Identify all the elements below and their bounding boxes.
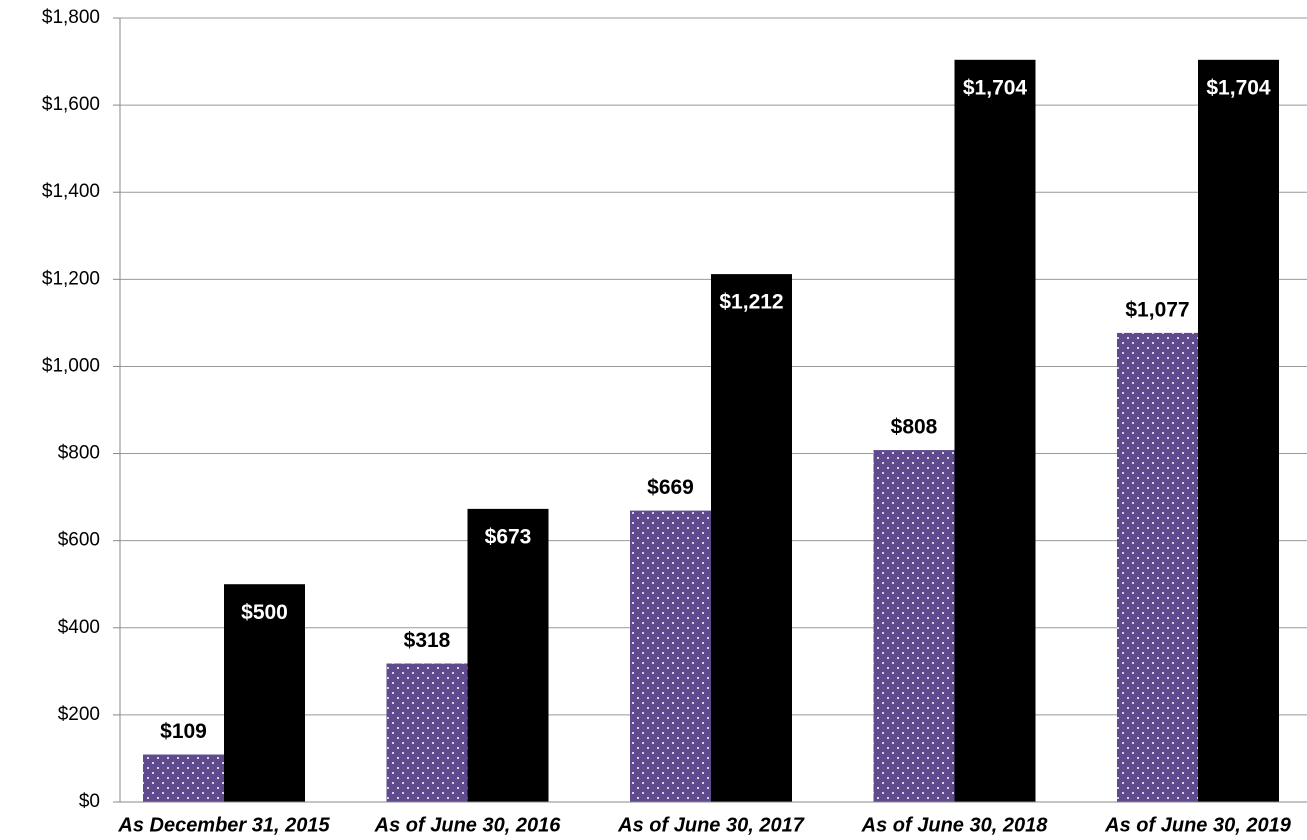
y-tick-label: $1,600 <box>42 94 100 115</box>
value-label: $669 <box>647 476 694 499</box>
bar-pattern <box>386 663 468 802</box>
y-tick-label: $200 <box>58 704 100 725</box>
y-tick-label: $1,400 <box>42 181 100 202</box>
x-tick-label: As December 31, 2015 <box>117 814 330 836</box>
y-tick-label: $800 <box>58 443 100 464</box>
bar-pattern <box>630 510 711 802</box>
x-tick-label: As of June 30, 2018 <box>861 814 1049 836</box>
value-label: $1,704 <box>1206 76 1271 99</box>
y-tick-label: $0 <box>79 791 100 812</box>
bar-pattern <box>1117 332 1198 802</box>
y-tick-label: $1,200 <box>42 268 100 289</box>
bar <box>224 584 305 802</box>
y-tick-label: $600 <box>58 530 100 551</box>
x-tick-label: As of June 30, 2019 <box>1104 814 1292 836</box>
bar <box>467 508 549 802</box>
value-label: $808 <box>891 416 938 439</box>
value-label: $1,077 <box>1125 298 1189 321</box>
value-label: $1,212 <box>719 291 783 314</box>
value-label: $109 <box>160 720 207 743</box>
x-tick-label: As of June 30, 2017 <box>617 814 805 836</box>
value-label: $318 <box>404 629 451 652</box>
value-label: $673 <box>485 525 532 548</box>
bar <box>954 59 1036 802</box>
y-tick-label: $1,000 <box>42 355 100 376</box>
value-label: $500 <box>241 601 288 624</box>
bar-pattern <box>873 450 955 802</box>
bar <box>1198 59 1279 802</box>
bar-pattern <box>143 754 224 802</box>
value-label: $1,704 <box>963 76 1028 99</box>
y-tick-label: $1,800 <box>42 7 100 28</box>
y-tick-label: $400 <box>58 617 100 638</box>
bar <box>711 274 792 802</box>
x-tick-label: As of June 30, 2016 <box>374 814 562 836</box>
